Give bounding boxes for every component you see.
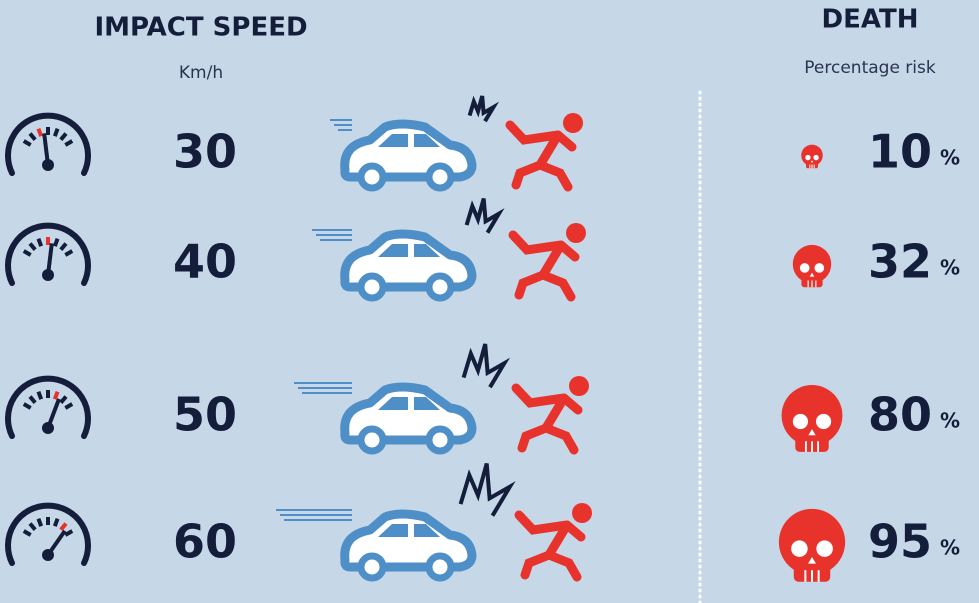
car-wheel: [361, 556, 383, 578]
gauge-hub: [42, 422, 54, 434]
ped-head: [563, 113, 583, 133]
gauge-tick: [38, 129, 41, 137]
gauge-tick: [55, 129, 58, 137]
car-wheel: [361, 166, 383, 188]
risk-value: 32: [868, 235, 932, 289]
car-wheel: [429, 556, 451, 578]
death-title: DEATH: [822, 5, 919, 35]
car-wheel: [361, 276, 383, 298]
car-wheel: [361, 429, 383, 451]
speed-title: IMPACT SPEED: [94, 13, 307, 43]
speed-value: 50: [173, 388, 237, 442]
risk-unit: %: [940, 256, 960, 280]
gauge-tick: [38, 239, 41, 247]
skull-eye: [813, 155, 818, 160]
skull-eye: [815, 263, 825, 273]
gauge-hub: [42, 549, 54, 561]
gauge-hub: [42, 159, 54, 171]
speed-value: 60: [173, 515, 237, 569]
gauge-tick: [38, 392, 41, 400]
speed-unit: Km/h: [179, 63, 223, 83]
risk-value: 80: [868, 388, 932, 442]
background: [0, 0, 979, 603]
skull-eye: [800, 263, 810, 273]
car-wheel: [429, 276, 451, 298]
risk-unit: %: [940, 536, 960, 560]
death-subtitle: Percentage risk: [804, 58, 936, 78]
skull-eye: [793, 414, 808, 429]
car-wheel: [429, 166, 451, 188]
risk-value: 10: [868, 125, 932, 179]
skull-eye: [805, 155, 810, 160]
infographic: IMPACT SPEED Km/h DEATH Percentage risk …: [0, 0, 979, 603]
skull-eye: [791, 540, 808, 557]
speed-value: 40: [173, 235, 237, 289]
gauge-tick: [55, 392, 58, 400]
skull-eye: [816, 540, 833, 557]
skull-eye: [816, 414, 831, 429]
speed-value: 30: [173, 125, 237, 179]
car-wheel: [429, 429, 451, 451]
risk-unit: %: [940, 409, 960, 433]
ped-head: [572, 503, 592, 523]
risk-unit: %: [940, 146, 960, 170]
gauge-tick: [55, 239, 58, 247]
risk-value: 95: [868, 515, 932, 569]
gauge-hub: [42, 269, 54, 281]
ped-head: [569, 376, 589, 396]
ped-head: [566, 223, 586, 243]
gauge-tick: [55, 519, 58, 527]
gauge-tick: [38, 519, 41, 527]
